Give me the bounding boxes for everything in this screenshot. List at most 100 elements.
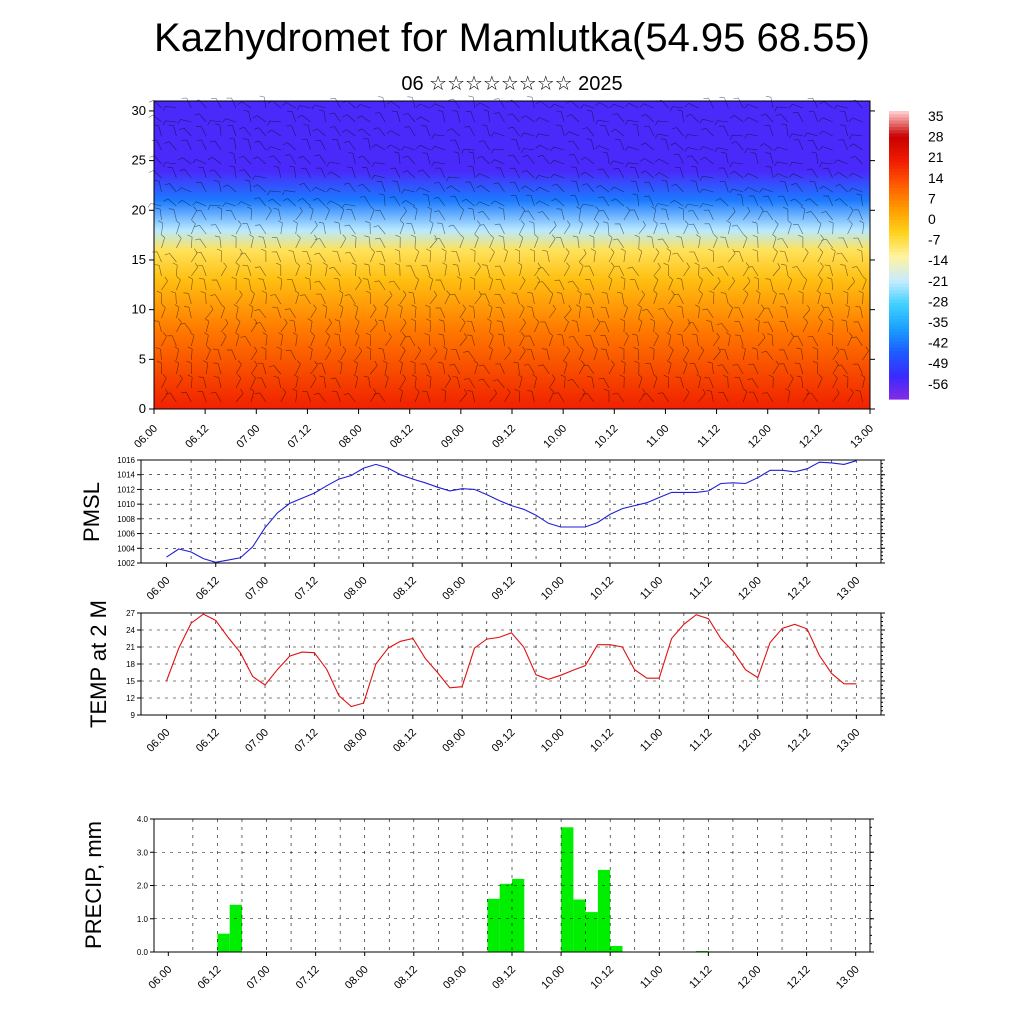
y-tick-label: 3.0 <box>137 848 149 857</box>
x-tick-label: 13.00 <box>835 575 863 603</box>
colorbar-segment <box>889 283 909 288</box>
x-tick-label: 12.00 <box>746 423 774 451</box>
colorbar-segment <box>889 114 909 118</box>
x-tick-label: 13.00 <box>848 423 876 451</box>
colorbar-label: 35 <box>928 108 944 124</box>
precip-bar <box>561 827 574 952</box>
colorbar-segment <box>889 293 909 298</box>
x-tick-label: 10.12 <box>588 964 616 992</box>
colorbar-segment <box>889 216 909 221</box>
precip-bar <box>487 898 500 952</box>
colorbar-segment <box>889 155 909 160</box>
x-tick-label: 08.00 <box>342 727 370 755</box>
y-axis-title: TEMP at 2 M <box>86 600 111 728</box>
x-tick-label: 10.00 <box>541 423 569 451</box>
page-subtitle: 06 ☆☆☆☆☆☆☆☆ 2025 <box>401 73 623 95</box>
colorbar-segment <box>889 274 909 278</box>
y-axis-title: PRECIP, mm <box>81 821 106 949</box>
colorbar-segment <box>889 232 909 237</box>
precip-bar <box>597 869 611 952</box>
colorbar-segment <box>889 338 909 342</box>
colorbar-segment <box>889 261 909 266</box>
temp-2m-chart: 9 12 15 18 21 24 27 06.00 06.12 07.00 07.12 08.00 08… <box>86 600 885 755</box>
colorbar-segment <box>889 315 909 320</box>
precip-chart: 0.0 1.0 2.0 3.0 4.0 06.00 06.12 07.00 07.12 08.00… <box>81 815 874 992</box>
wind-barb-paths <box>147 95 869 403</box>
x-tick-label: 08.12 <box>392 964 420 992</box>
colorbar-segment <box>889 376 909 381</box>
colorbar-segment <box>889 197 909 202</box>
colorbar-label: -56 <box>928 376 948 392</box>
x-tick-label: 06.12 <box>194 727 222 755</box>
y-tick-label: 1016 <box>117 456 135 465</box>
x-tick-label: 11.00 <box>644 423 671 450</box>
colorbar-segment <box>889 309 909 314</box>
colorbar-segment <box>889 127 909 131</box>
precip-bar <box>499 883 512 952</box>
colorbar-segment <box>889 363 909 368</box>
colorbar-segment <box>889 162 909 166</box>
colorbar-segment <box>889 117 909 122</box>
heatmap-field <box>154 101 870 409</box>
colorbar-segment <box>889 296 909 301</box>
x-tick-label: 07.00 <box>243 575 271 603</box>
y-tick-label: 2.0 <box>137 882 149 891</box>
colorbar-segment <box>889 136 909 141</box>
x-tick-label: 11.12 <box>687 964 714 991</box>
colorbar-segment <box>889 200 909 205</box>
colorbar-segment <box>889 203 909 208</box>
x-tick-label: 09.00 <box>440 727 468 755</box>
y-tick-label: 1010 <box>117 500 135 509</box>
x-tick-label: 09.12 <box>490 423 518 451</box>
colorbar-segment <box>889 120 909 125</box>
colorbar-segment <box>889 226 909 230</box>
x-tick-label: 06.00 <box>145 727 173 755</box>
x-tick-label: 12.12 <box>785 727 813 755</box>
colorbar-segment <box>889 277 909 282</box>
colorbar-segment <box>889 395 909 400</box>
colorbar-segment <box>889 373 909 378</box>
colorbar: 35 28 21 14 7 0 -7 -14 -21 -28 -35 -42 -49 -56 <box>889 108 948 400</box>
colorbar-segment <box>889 235 909 240</box>
grid <box>154 819 870 952</box>
precip-bar <box>512 878 525 952</box>
colorbar-label: -28 <box>928 293 948 309</box>
colorbar-segment <box>889 133 909 138</box>
colorbar-label: 28 <box>928 129 944 145</box>
colorbar-segment <box>889 123 909 128</box>
colorbar-segment <box>889 191 909 195</box>
y-tick-label: 4.0 <box>137 815 149 824</box>
x-tick-label: 12.00 <box>736 575 764 603</box>
colorbar-segment <box>889 312 909 317</box>
colorbar-segment <box>889 184 909 189</box>
colorbar-segment <box>889 271 909 275</box>
colorbar-segment <box>889 171 909 176</box>
colorbar-segment <box>889 165 909 170</box>
colorbar-segment <box>889 175 909 179</box>
colorbar-segment <box>889 168 909 173</box>
colorbar-segment <box>889 331 909 336</box>
colorbar-segment <box>889 152 909 157</box>
x-tick-label: 10.00 <box>539 964 567 992</box>
y-tick-label: 1006 <box>117 530 135 539</box>
x-tick-label: 10.00 <box>539 727 567 755</box>
x-tick-label: 12.12 <box>785 575 813 603</box>
precip-bar <box>229 904 242 952</box>
colorbar-segment <box>889 325 909 330</box>
x-tick-label: 11.12 <box>695 423 722 450</box>
colorbar-segment <box>889 159 909 163</box>
colorbar-segment <box>889 299 909 304</box>
y-tick-label: 0.0 <box>137 948 149 957</box>
colorbar-segment <box>889 328 909 333</box>
precip-bar <box>585 912 598 952</box>
x-tick-label: 13.00 <box>834 964 862 992</box>
colorbar-segment <box>889 386 909 390</box>
x-tick-label: 09.00 <box>440 575 468 603</box>
x-tick-label: 10.00 <box>539 575 567 603</box>
grid <box>141 613 881 715</box>
colorbar-segment <box>889 213 909 218</box>
page-title: Kazhydromet for Mamlutka(54.95 68.55) <box>154 16 870 60</box>
colorbar-segment <box>889 178 909 182</box>
precip-bars <box>217 827 709 952</box>
colorbar-segment <box>889 303 909 307</box>
